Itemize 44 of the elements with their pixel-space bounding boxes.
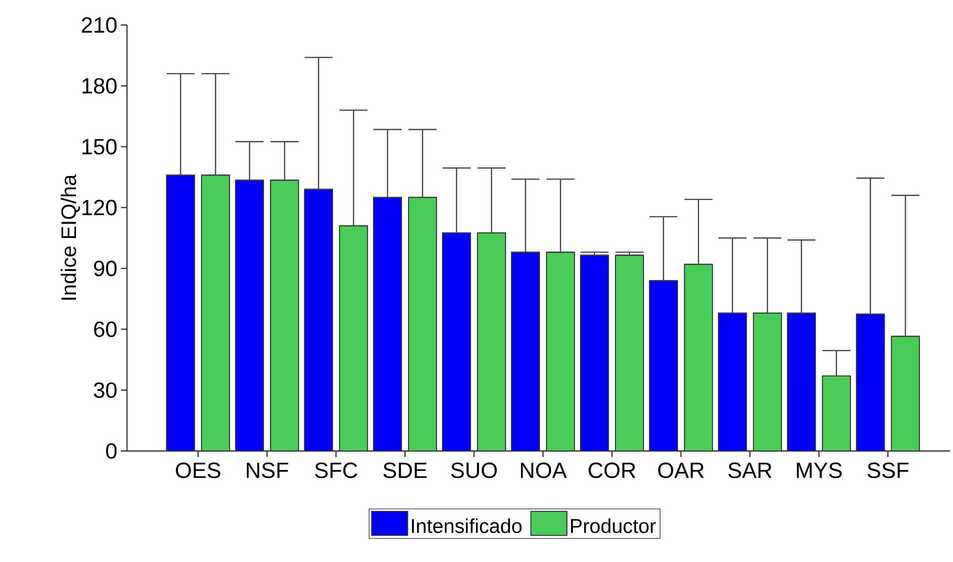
bar [580,254,609,451]
y-axis-title: Indice EIQ/ha [60,174,80,300]
bar [304,188,334,451]
bar [408,196,438,451]
x-tick-label: SFC [315,462,358,478]
x-tick-label: SDE [383,462,427,478]
y-tick-label: 30 [94,382,117,398]
bar [339,225,368,451]
bar [718,312,747,451]
x-tick-label: SUO [451,462,497,478]
y-tick-label: 90 [94,260,117,276]
y-tick-label: 210 [82,17,117,33]
y-tick-label: 150 [82,138,117,154]
bar [822,375,851,451]
x-tick-label: OES [176,462,220,478]
y-tick-label: 0 [106,443,117,459]
bar [510,252,540,451]
y-tick-label: 60 [94,321,117,338]
bar [752,312,782,451]
bar [786,312,816,451]
bar [684,264,713,451]
bar [546,252,575,451]
y-tick-label: 180 [82,78,117,94]
x-tick-label: NSF [246,462,288,478]
bar [856,314,885,451]
bar [648,280,678,451]
legend-label: Intensificado [412,518,522,534]
y-tick-label: 120 [82,200,117,216]
x-tick-label: SSF [868,462,908,478]
bar [166,174,196,451]
bar [442,232,472,451]
x-tick-label: NOA [520,462,567,478]
bar [235,180,264,451]
x-tick-label: SAR [728,462,772,478]
legend-label: Productor [571,518,656,534]
x-tick-label: OAR [658,462,704,478]
bar [373,196,402,451]
bar [201,174,230,451]
bar [270,180,300,451]
bar [477,232,506,451]
x-tick-label: COR [588,462,636,478]
x-tick-label: MYS [796,462,842,478]
bar [890,336,920,451]
bar [614,254,644,451]
